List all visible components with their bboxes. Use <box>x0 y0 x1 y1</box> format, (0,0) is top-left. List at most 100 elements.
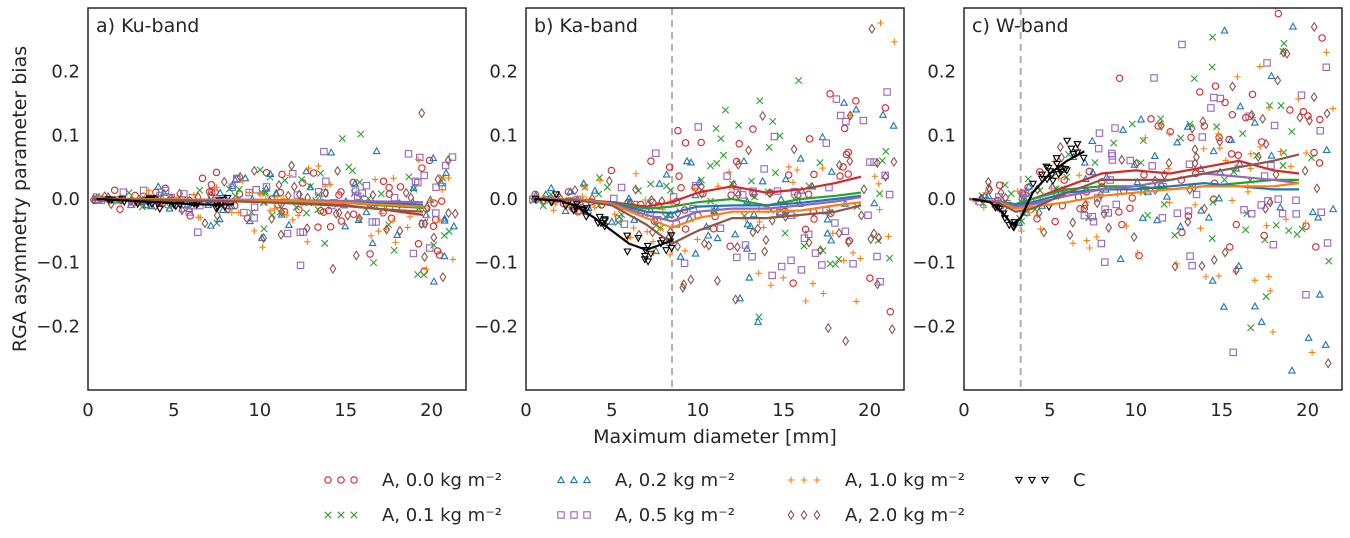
data-point <box>289 169 297 178</box>
data-point <box>839 163 847 171</box>
data-point <box>890 156 898 167</box>
data-point <box>823 215 832 223</box>
data-point <box>723 172 731 180</box>
trend-line-6 <box>96 197 235 206</box>
data-point <box>260 232 268 244</box>
series-points-2 <box>976 22 1338 374</box>
data-point <box>730 179 737 190</box>
data-point <box>1133 177 1142 186</box>
data-point <box>1240 206 1248 214</box>
data-point <box>1093 197 1101 209</box>
data-point <box>857 255 864 262</box>
data-point <box>414 270 422 279</box>
data-point <box>876 206 883 213</box>
data-point <box>1261 236 1269 244</box>
data-point <box>591 203 598 211</box>
panel-3: 0 5 10 15 20 −0.2 −0.1 0.0 0.1 0.2 c) W-band <box>912 7 1343 421</box>
data-point <box>375 227 382 235</box>
data-point <box>284 220 294 229</box>
data-point <box>1138 213 1147 221</box>
data-point <box>390 246 398 254</box>
data-point <box>680 279 688 290</box>
data-point <box>1310 21 1318 33</box>
data-point <box>1277 102 1285 110</box>
data-point <box>844 148 853 157</box>
data-point <box>1247 150 1255 158</box>
legend-marker <box>556 475 566 484</box>
legend-marker <box>1027 476 1037 485</box>
series-points-2 <box>92 146 459 285</box>
data-point <box>800 234 809 242</box>
data-point <box>734 159 742 170</box>
data-point <box>679 282 687 293</box>
data-point <box>423 265 430 273</box>
x-tick-label: 5 <box>606 400 617 421</box>
data-point <box>802 297 809 305</box>
data-point <box>818 132 827 141</box>
data-point <box>266 207 274 214</box>
data-point <box>805 135 814 143</box>
data-point <box>846 155 854 167</box>
data-point <box>868 23 876 34</box>
data-point <box>1014 187 1021 195</box>
data-point <box>1191 201 1199 208</box>
legend-marker <box>324 511 332 519</box>
data-point <box>421 251 429 263</box>
x-tick-label: 0 <box>82 400 93 421</box>
data-point <box>547 183 556 192</box>
data-point <box>859 116 868 125</box>
data-point <box>642 196 649 204</box>
data-point <box>883 88 891 96</box>
data-point <box>891 38 898 46</box>
legend-item-3: A, 0.5 kg m⁻² <box>557 505 735 526</box>
data-point <box>820 290 827 297</box>
data-point <box>611 210 618 218</box>
data-point <box>1315 290 1324 298</box>
data-point <box>1210 254 1218 266</box>
data-point <box>1166 128 1175 136</box>
panel-title: a) Ku-band <box>96 15 199 37</box>
data-point <box>732 157 741 166</box>
data-point <box>393 230 402 238</box>
data-point <box>845 237 852 248</box>
data-point <box>1208 276 1217 284</box>
data-point <box>870 228 878 239</box>
data-point <box>839 98 849 106</box>
data-point <box>734 189 742 200</box>
data-point <box>430 232 438 243</box>
data-point <box>295 205 303 214</box>
data-point <box>438 186 446 194</box>
data-point <box>1089 217 1098 226</box>
data-point <box>418 164 426 172</box>
data-point <box>984 176 992 188</box>
data-point <box>1104 209 1113 217</box>
data-point <box>1080 158 1089 166</box>
data-point <box>1063 173 1071 181</box>
data-point <box>1232 265 1240 276</box>
data-point <box>1028 180 1038 189</box>
data-point <box>984 191 993 199</box>
data-point <box>680 259 689 268</box>
data-point <box>690 185 698 192</box>
data-point <box>1037 171 1047 180</box>
data-point <box>355 213 363 224</box>
data-point <box>1285 227 1293 235</box>
data-point <box>1040 227 1048 238</box>
data-point <box>832 95 841 103</box>
data-point <box>1108 156 1117 164</box>
data-point <box>658 195 666 207</box>
data-point <box>1080 211 1089 220</box>
trend-line-5 <box>93 197 424 213</box>
data-point <box>1221 247 1229 258</box>
y-tick-label: −0.1 <box>912 253 956 274</box>
data-point <box>827 235 836 244</box>
data-point <box>369 259 378 267</box>
data-point <box>1280 39 1288 47</box>
data-point <box>262 184 271 192</box>
data-point <box>302 209 311 217</box>
data-point <box>332 208 340 219</box>
data-point <box>882 147 890 155</box>
data-point <box>1216 136 1224 147</box>
legend-label: A, 0.2 kg m⁻² <box>615 470 735 491</box>
